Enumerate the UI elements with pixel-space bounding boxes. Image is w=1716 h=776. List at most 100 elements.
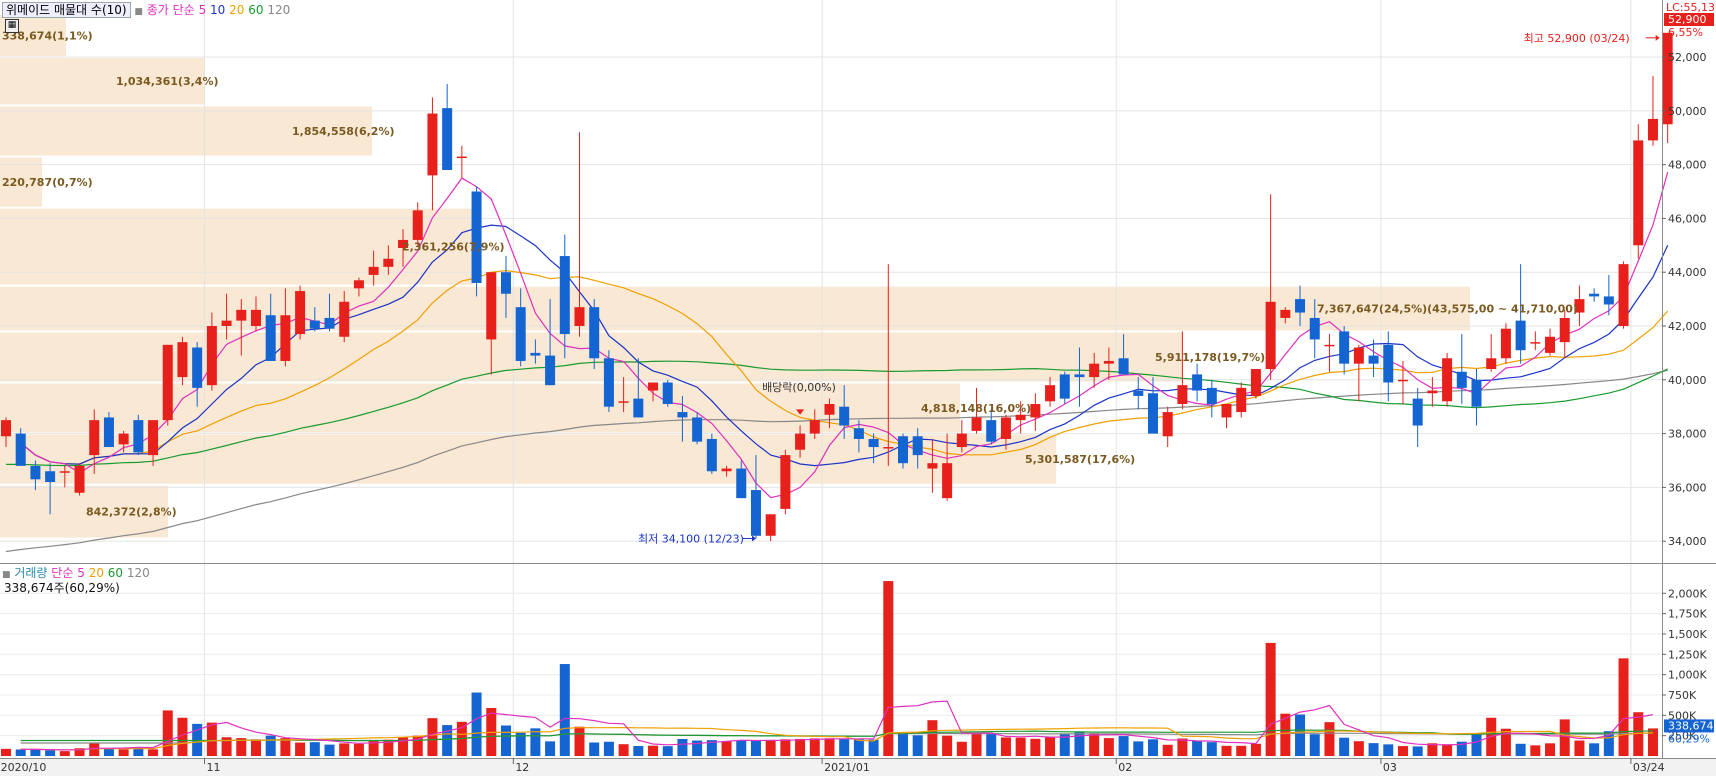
ma60-label: 60: [248, 3, 264, 17]
volume-bar: [221, 737, 232, 756]
candle: [1030, 393, 1041, 431]
volume-bar: [500, 725, 511, 756]
volume-ma-label: 단순: [51, 566, 74, 580]
volume-tick-label: 250K: [1668, 730, 1697, 743]
volume-bar: [1265, 642, 1276, 756]
date-label: 02: [1118, 761, 1132, 774]
price-tick-label: 52,000: [1668, 51, 1707, 64]
candle: [177, 336, 188, 386]
candle: [868, 433, 879, 464]
candle: [412, 202, 423, 246]
candle-body: [324, 317, 335, 329]
volume-bar: [1456, 741, 1467, 756]
candle-body: [1486, 358, 1497, 370]
candle-body: [1515, 320, 1526, 351]
candle: [1324, 334, 1335, 372]
price-tick-label: 34,000: [1668, 535, 1707, 548]
price-tick-label: 50,000: [1668, 105, 1707, 118]
candle: [1059, 371, 1070, 404]
volume-profile-label: 338,674(1,1%): [2, 30, 93, 43]
candle-body: [515, 307, 526, 361]
candle: [368, 250, 379, 286]
candle-body: [1647, 118, 1658, 141]
volume-profile-label: 7,367,647(24,5%)(43,575,00 ~ 41,710,00): [1317, 303, 1578, 316]
date-labels: 2020/10 11 12 2021/01 02 03 03/24: [1, 758, 1665, 774]
ma10-line: [20, 224, 1669, 467]
volume-bar: [1206, 742, 1217, 756]
candle-body: [236, 309, 247, 321]
candle-body: [1000, 417, 1011, 439]
candle-body: [559, 256, 570, 335]
candle: [839, 385, 850, 439]
candle: [45, 463, 56, 515]
candle-body: [1059, 374, 1070, 399]
volume-bar: [898, 733, 909, 756]
candle: [280, 288, 291, 367]
volume-bar: [618, 744, 629, 756]
volume-bar: [1162, 744, 1173, 756]
candle-body: [1397, 379, 1408, 382]
candle: [398, 229, 409, 267]
candle: [942, 433, 953, 501]
candle-body: [1603, 296, 1614, 305]
volume-bar: [1133, 741, 1144, 756]
candle: [750, 455, 761, 539]
price-tick-label: 44,000: [1668, 266, 1707, 279]
volume-bar: [471, 692, 482, 756]
candle: [898, 433, 909, 469]
volume-bar: [1471, 734, 1482, 756]
candle: [1280, 307, 1291, 324]
volume-bar: [177, 717, 188, 756]
volume-profile-label: 5,911,178(19,7%): [1155, 351, 1265, 364]
candle-body: [471, 191, 482, 283]
candle-body: [398, 239, 409, 248]
candle: [736, 460, 747, 499]
volume-bar: [133, 748, 144, 756]
candle: [824, 398, 835, 429]
candle-body: [1368, 355, 1379, 364]
legend-bullet-icon: ■: [2, 570, 11, 580]
volume-tick-label: 2,000K: [1668, 587, 1707, 600]
candle: [1559, 309, 1570, 359]
volume-bar: [1103, 738, 1114, 756]
candle: [133, 414, 144, 456]
volume-bar: [1574, 740, 1585, 756]
volume-bar: [1427, 743, 1438, 756]
candle: [74, 463, 85, 496]
volume-bar: [236, 738, 247, 756]
candle: [15, 428, 26, 466]
volume-bar: [339, 743, 350, 756]
candle: [1147, 377, 1158, 434]
volume-bars: [1, 581, 1658, 756]
candle: [574, 132, 585, 337]
volume-bar: [589, 742, 600, 756]
candle: [706, 433, 717, 474]
candle: [59, 465, 70, 488]
volume-bar: [412, 735, 423, 756]
chart-title[interactable]: 위메이드 매물대 수(10): [2, 2, 131, 18]
candle: [927, 438, 938, 493]
candle-body: [1412, 398, 1423, 426]
candle: [1133, 377, 1144, 410]
volume-bar: [942, 735, 953, 756]
candle-body: [1015, 414, 1026, 421]
candle: [89, 409, 100, 474]
ma5-label: 5: [198, 3, 207, 17]
table-icon[interactable]: ▦: [5, 19, 19, 33]
volume-bar: [1, 748, 11, 756]
volume-bar: [839, 738, 850, 756]
volume-bar: [1192, 740, 1203, 756]
candle: [1000, 414, 1011, 450]
volume-bar: [162, 710, 173, 756]
volume-profile-label: 1,034,361(3,4%): [116, 75, 219, 88]
candle: [1530, 331, 1541, 351]
candle-body: [618, 401, 629, 403]
candle-body: [1442, 358, 1453, 402]
candle-body: [1221, 404, 1232, 418]
volume-bar: [853, 739, 864, 756]
candle-body: [824, 404, 835, 415]
candle-body: [1147, 393, 1158, 434]
volume-bar: [1383, 744, 1394, 756]
volume-bar: [1500, 728, 1511, 756]
